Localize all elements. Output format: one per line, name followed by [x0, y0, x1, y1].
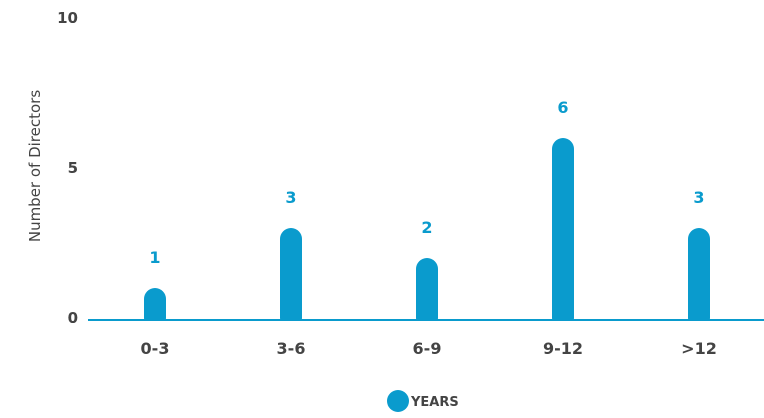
- data-label: 1: [149, 248, 160, 267]
- x-tick-label: 9-12: [543, 339, 583, 358]
- axis-mask: [88, 319, 764, 333]
- bars: [144, 138, 710, 329]
- bar: [144, 288, 166, 329]
- x-tick-label: >12: [681, 339, 717, 358]
- x-tick-label: 0-3: [141, 339, 170, 358]
- bar: [280, 228, 302, 329]
- legend-swatch: [387, 390, 409, 412]
- legend: YEARS: [387, 390, 459, 412]
- x-tick-label: 3-6: [277, 339, 306, 358]
- data-label: 3: [693, 188, 704, 207]
- data-label: 6: [557, 98, 568, 117]
- value-labels: 1 3 2 6 3: [149, 98, 704, 267]
- y-axis-label: Number of Directors: [26, 90, 44, 243]
- data-label: 3: [285, 188, 296, 207]
- y-axis-ticks: 0 5 10: [57, 9, 78, 327]
- bar: [552, 138, 574, 329]
- x-axis-tick-labels: 0-3 3-6 6-9 9-12 >12: [141, 339, 717, 358]
- data-label: 2: [421, 218, 432, 237]
- bar: [688, 228, 710, 329]
- y-tick-label: 5: [68, 159, 78, 177]
- x-tick-label: 6-9: [413, 339, 442, 358]
- bar: [416, 258, 438, 329]
- legend-label: YEARS: [410, 395, 459, 410]
- y-tick-label: 0: [68, 309, 78, 327]
- y-tick-label: 10: [57, 9, 78, 27]
